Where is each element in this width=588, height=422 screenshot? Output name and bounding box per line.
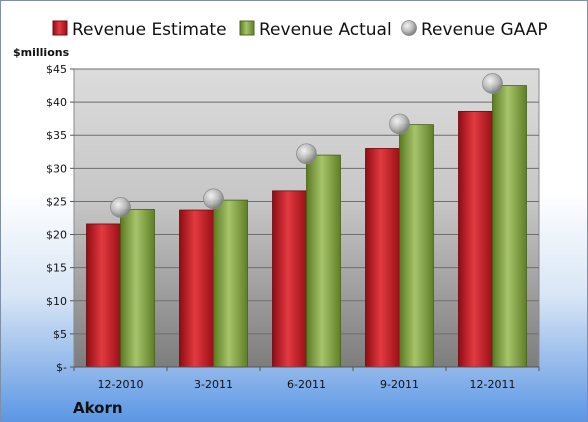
bar-revenue-estimate xyxy=(86,223,121,368)
legend-label-revenue-estimate: Revenue Estimate xyxy=(72,20,227,40)
y-tick-label: $15 xyxy=(46,262,67,275)
y-tick-label: $5 xyxy=(53,328,67,341)
legend-marker-revenue-gaap xyxy=(401,20,417,36)
legend-swatch-revenue-estimate xyxy=(52,20,68,36)
y-axis-ticks: $- $5 $10 $15 $20 $25 $30 $35 $40 $45 xyxy=(46,63,74,374)
y-tick-label: $30 xyxy=(46,162,67,175)
y-tick-label: $35 xyxy=(46,129,67,142)
bar-revenue-estimate xyxy=(179,209,214,368)
marker-revenue-gaap xyxy=(482,73,503,94)
legend-swatch-revenue-actual xyxy=(239,20,255,36)
x-tick-label: 3-2011 xyxy=(194,378,233,391)
bar-revenue-actual xyxy=(492,85,527,368)
x-axis-ticks: 12-2010 3-2011 6-2011 9-2011 12-2011 xyxy=(73,367,540,391)
bars xyxy=(86,85,527,368)
y-tick-label: $25 xyxy=(46,195,67,208)
x-tick-label: 6-2011 xyxy=(287,378,326,391)
y-tick-label: $40 xyxy=(46,96,67,109)
y-tick-label: $10 xyxy=(46,295,67,308)
x-tick-label: 9-2011 xyxy=(380,378,419,391)
marker-revenue-gaap xyxy=(296,143,317,165)
bar-revenue-actual xyxy=(120,208,155,368)
bar-revenue-actual xyxy=(213,199,248,368)
marker-revenue-gaap xyxy=(110,197,131,218)
marker-revenue-gaap xyxy=(389,113,410,135)
marker-revenue-gaap xyxy=(203,188,224,210)
bar-revenue-estimate xyxy=(365,148,400,368)
legend-label-revenue-gaap: Revenue GAAP xyxy=(421,20,548,40)
company-name: Akorn xyxy=(73,399,123,417)
bar-revenue-estimate xyxy=(272,190,307,368)
bar-revenue-actual xyxy=(306,154,341,368)
bar-revenue-estimate xyxy=(458,110,493,368)
legend: Revenue Estimate Revenue Actual Revenue … xyxy=(52,20,548,40)
gaap-markers xyxy=(110,73,503,218)
y-axis-unit-label: $millions xyxy=(13,46,70,59)
y-tick-label: $45 xyxy=(46,63,67,76)
x-tick-label: 12-2011 xyxy=(470,378,516,391)
y-tick-label: $- xyxy=(56,361,67,374)
x-tick-label: 12-2010 xyxy=(98,378,144,391)
y-tick-label: $20 xyxy=(46,229,67,242)
bar-revenue-actual xyxy=(399,124,434,368)
legend-label-revenue-actual: Revenue Actual xyxy=(259,20,392,40)
